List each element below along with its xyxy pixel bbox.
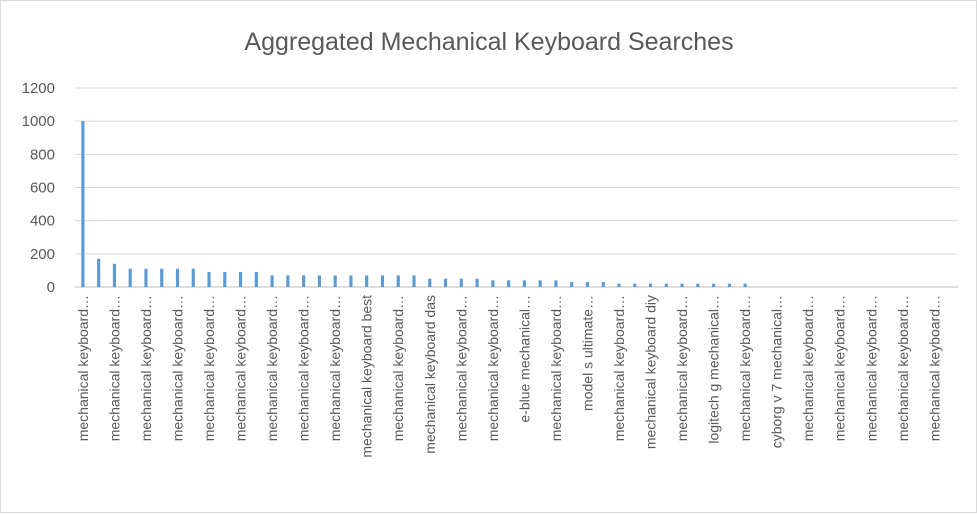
x-tick-label: mechanical keyboard… [800,295,816,441]
bar [317,275,321,287]
bar [286,275,290,287]
x-tick-label: cyborg v 7 mechanical… [769,295,785,448]
bar [570,282,574,287]
x-tick-label: e-blue mechanical… [516,295,532,423]
bar [97,258,101,287]
x-tick-label: mechanical keyboard diy [643,295,659,449]
bar [191,268,195,287]
x-tick-label: mechanical keyboard… [485,295,501,441]
x-tick-label: mechanical keyboard… [895,295,911,441]
x-tick-label: mechanical keyboard… [75,295,91,441]
y-tick-label: 1200 [22,80,55,97]
bar [365,275,369,287]
bar [507,280,511,287]
chart-title: Aggregated Mechanical Keyboard Searches [244,28,733,56]
x-tick-label: mechanical keyboard… [390,295,406,441]
bar [254,272,258,287]
x-tick-label: mechanical keyboard… [674,295,690,441]
bar [270,275,274,287]
x-tick-label: model s ultimate… [579,295,595,411]
bar [459,278,463,287]
y-tick-label: 400 [30,213,55,230]
x-tick-label: logitech g mechanical… [706,295,722,444]
y-tick-label: 0 [47,279,55,296]
bar [443,278,448,287]
bar [144,268,148,287]
x-tick-label: mechanical keyboard… [737,295,753,441]
x-tick-label: mechanical keyboard… [863,295,879,441]
x-tick-label: mechanical keyboard… [296,295,312,441]
bar [696,283,700,287]
bar [538,280,542,287]
x-tick-label: mechanical keyboard… [453,295,469,441]
bar [475,278,479,287]
bar [412,275,416,287]
bars [81,121,747,288]
y-tick-label: 1000 [22,113,55,130]
y-tick-label: 600 [30,180,55,197]
x-tick-label: mechanical keyboard… [138,295,154,441]
bar [554,280,558,287]
x-axis-labels: mechanical keyboard… mechanical keyboard…… [75,295,942,458]
bar [380,275,385,287]
bar [81,121,85,288]
bar [743,283,747,287]
x-tick-label: mechanical keyboard… [201,295,217,441]
bar [664,283,668,287]
bar [207,272,211,287]
y-axis-ticks: 0 200 400 600 800 1000 1200 [22,80,55,296]
bar [160,268,164,287]
x-tick-label: mechanical keyboard… [169,295,185,441]
bar [585,282,590,287]
x-tick-label: mechanical keyboard das [422,295,438,454]
bar [128,268,132,287]
bar [428,278,432,287]
bar [175,268,180,287]
x-tick-label: mechanical keyboard… [264,295,280,441]
x-tick-label: mechanical keyboard… [327,295,343,441]
bar [238,272,243,287]
x-tick-label: mechanical keyboard… [611,295,627,441]
x-tick-label: mechanical keyboard… [926,295,942,441]
gridlines [75,87,958,255]
x-tick-label: mechanical keyboard… [106,295,122,441]
bar [333,275,337,287]
bar [680,283,684,287]
bar [727,283,731,287]
x-tick-label: mechanical keyboard… [548,295,564,441]
bar [349,275,353,287]
y-tick-label: 800 [30,146,55,163]
bar [491,280,495,287]
bar [633,283,637,287]
x-tick-label: mechanical keyboard… [832,295,848,441]
bar [601,282,605,287]
bar [617,283,621,287]
x-tick-label: mechanical keyboard best [359,295,375,458]
bar [396,275,400,287]
bar [648,283,653,287]
y-tick-label: 200 [30,246,55,263]
bar [223,272,227,287]
x-tick-label: mechanical keyboard… [233,295,249,441]
bar [522,280,526,287]
bar [302,275,306,287]
bar [112,263,116,287]
bar [712,283,716,287]
